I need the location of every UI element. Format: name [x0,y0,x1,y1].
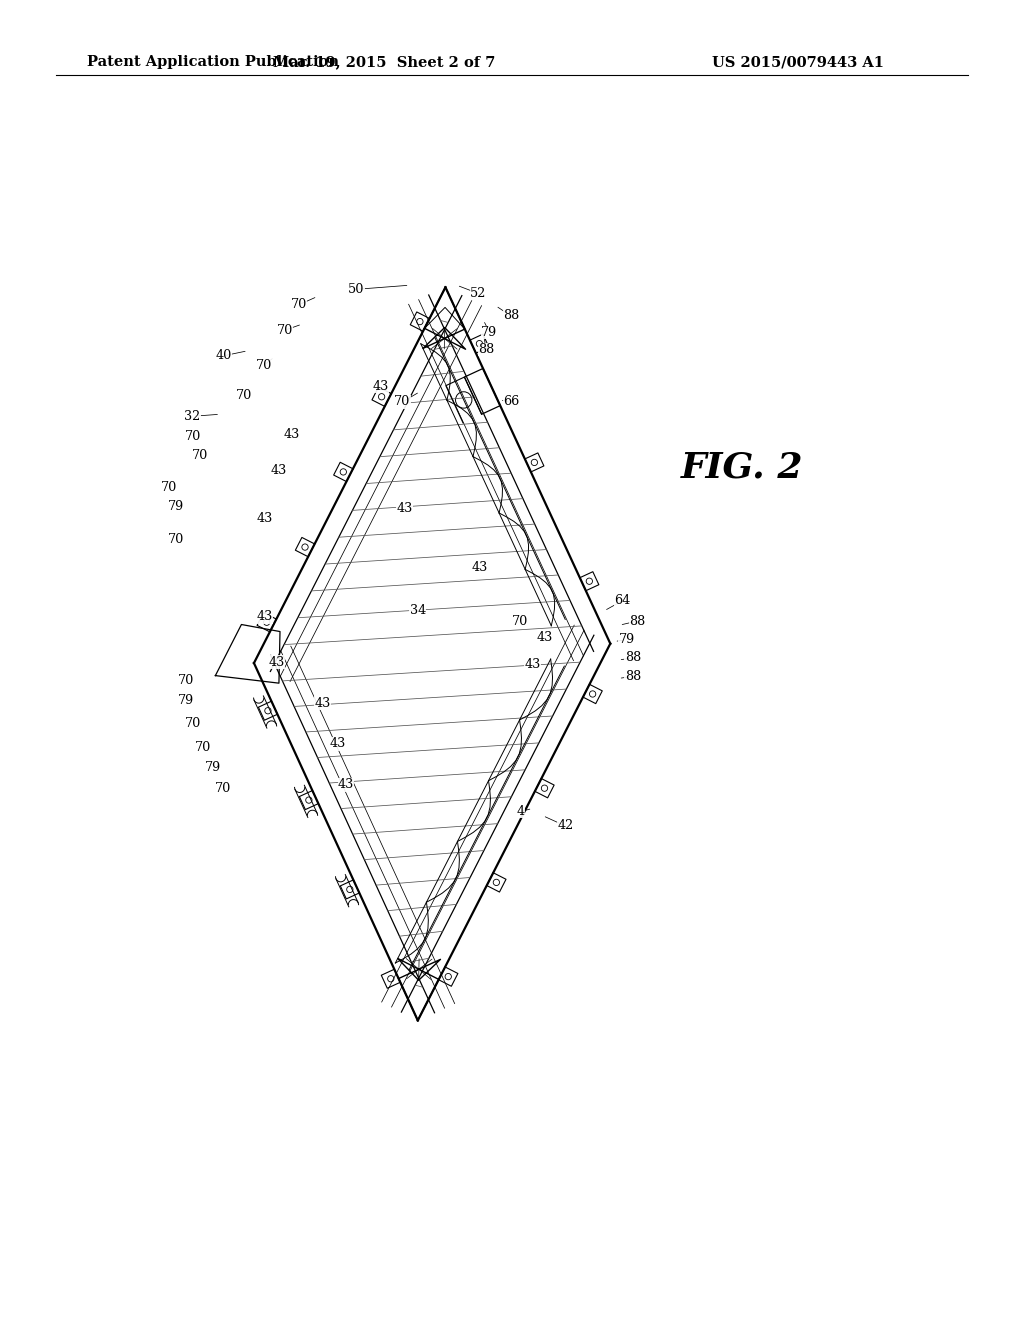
Text: 52: 52 [470,286,486,300]
Text: 32: 32 [184,409,201,422]
Text: Mar. 19, 2015  Sheet 2 of 7: Mar. 19, 2015 Sheet 2 of 7 [272,55,496,70]
Text: 70: 70 [291,298,307,312]
Text: 88: 88 [625,669,641,682]
Text: 43: 43 [537,631,553,644]
Text: 43: 43 [268,656,285,668]
Text: 70: 70 [256,359,272,372]
Text: 70: 70 [191,449,208,462]
Text: 88: 88 [629,615,645,627]
Text: 70: 70 [168,533,184,545]
Text: 88: 88 [478,343,495,356]
Text: 64: 64 [614,594,631,607]
Text: 40: 40 [215,350,231,363]
Text: 79: 79 [178,694,195,708]
Text: 43: 43 [284,428,300,441]
Text: 70: 70 [184,717,201,730]
Text: 43: 43 [256,512,272,525]
Text: 70: 70 [276,323,293,337]
Text: FIG. 2: FIG. 2 [681,450,804,484]
Text: 42: 42 [557,820,573,833]
Text: 79: 79 [618,634,635,645]
Text: 88: 88 [503,309,519,322]
Text: 79: 79 [168,500,184,513]
Text: 66: 66 [503,396,519,408]
Text: 70: 70 [195,741,211,754]
Text: 43: 43 [270,465,287,477]
Text: 43: 43 [256,610,272,623]
Text: US 2015/0079443 A1: US 2015/0079443 A1 [712,55,884,70]
Text: 43: 43 [314,697,331,710]
Text: 43: 43 [338,779,354,792]
Text: 34: 34 [410,605,426,618]
Text: 4: 4 [516,805,524,818]
Text: 79: 79 [481,326,498,339]
Text: 79: 79 [205,762,221,774]
Text: 70: 70 [236,389,252,403]
Text: Patent Application Publication: Patent Application Publication [87,55,339,70]
Text: 43: 43 [373,380,389,393]
Text: 70: 70 [178,675,195,686]
Text: 43: 43 [471,561,487,574]
Text: 88: 88 [625,652,641,664]
Text: 43: 43 [330,738,346,751]
Text: 43: 43 [524,657,541,671]
Text: 70: 70 [394,396,411,408]
Text: 70: 70 [184,430,201,444]
Text: 50: 50 [348,282,365,296]
Text: 43: 43 [396,502,413,515]
Text: 70: 70 [161,482,177,495]
Text: 70: 70 [215,781,231,795]
Text: 70: 70 [512,615,528,627]
